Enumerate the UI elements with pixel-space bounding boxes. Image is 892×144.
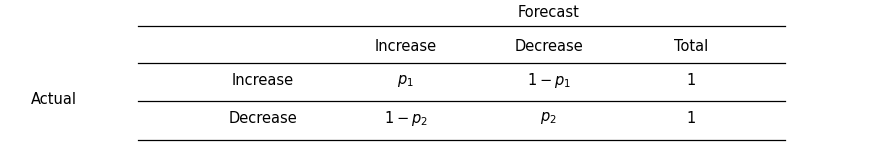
Text: 1: 1	[687, 111, 696, 126]
Text: Decrease: Decrease	[514, 39, 583, 54]
Text: Total: Total	[674, 39, 708, 54]
Text: 1: 1	[687, 73, 696, 88]
Text: $1-p_1$: $1-p_1$	[526, 71, 571, 90]
Text: $1-p_2$: $1-p_2$	[384, 109, 428, 128]
Text: Forecast: Forecast	[517, 5, 580, 20]
Text: Increase: Increase	[232, 73, 294, 88]
Text: $p_1$: $p_1$	[398, 73, 414, 89]
Text: Decrease: Decrease	[228, 111, 298, 126]
Text: Actual: Actual	[30, 92, 77, 107]
Text: $p_2$: $p_2$	[541, 110, 557, 126]
Text: Increase: Increase	[375, 39, 437, 54]
